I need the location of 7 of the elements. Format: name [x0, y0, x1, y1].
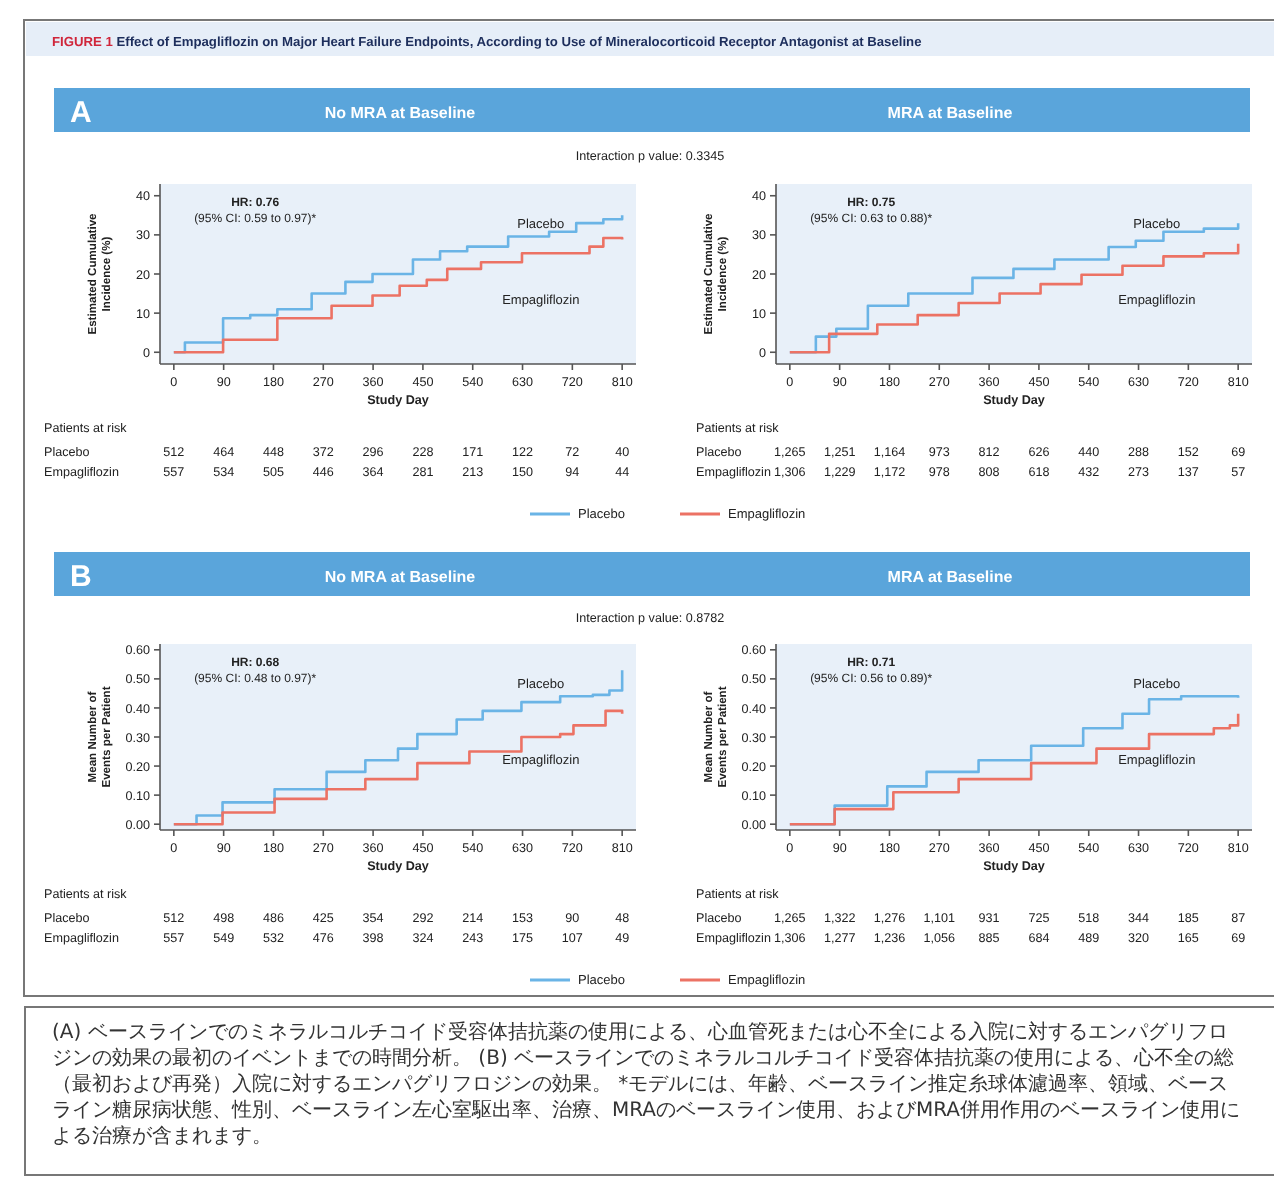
chart-title: MRA at Baseline — [887, 568, 1014, 586]
chart-title: No MRA at Baseline — [324, 568, 477, 586]
text: B — [70, 560, 92, 594]
text: A — [70, 96, 92, 130]
chart-title: MRA at Baseline — [887, 104, 1014, 122]
text: (A) ベースラインでのミネラルコルチコイド受容体拮抗薬の使用による、心血管死または心不全による入院に対するエンパグリフロジンの効果の最初のイベントまでの時間分析。 (B) ベースラインでのミネラルコルチコイド受容体拮抗薬の使用による、心不全の総（最初および再発）入院に対するエンパグリフロジンの効果。 *モデルには、年齢、ベースライン推定糸球体濾過率、領域、ベースライン糖尿病状態、性別、ベースライン左心室駆出率、治療、MRAのベースライン使用、およびMRA併用作用のベースライン使用による治療が含まれます。 — [52, 1020, 1242, 1150]
chart-title: No MRA at Baseline — [324, 104, 477, 122]
